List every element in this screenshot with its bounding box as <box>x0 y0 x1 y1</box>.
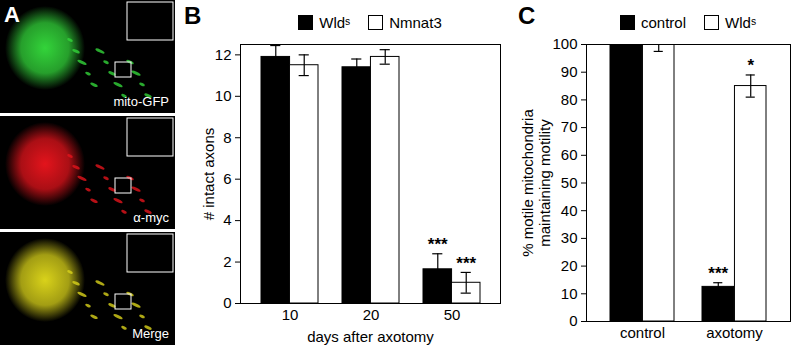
svg-text:mito-GFP: mito-GFP <box>113 94 169 109</box>
svg-text:12: 12 <box>215 46 232 63</box>
svg-text:30: 30 <box>561 229 578 246</box>
svg-text:90: 90 <box>561 63 578 80</box>
svg-text:control: control <box>620 324 665 341</box>
html-text:# intact axons: # intact axons <box>199 127 217 220</box>
html-text:B: B <box>184 2 202 29</box>
html-text:% motile mitochondria maintain: % motile mitochondria maintaining motili… <box>519 108 553 257</box>
svg-text:2: 2 <box>223 253 231 270</box>
svg-text:20: 20 <box>561 257 578 274</box>
html-text:Wldˢ: Wldˢ <box>319 14 351 31</box>
svg-text:100: 100 <box>552 35 577 52</box>
html-text:Wldˢ: Wldˢ <box>725 14 756 31</box>
svg-text:50: 50 <box>444 306 461 323</box>
svg-text:10: 10 <box>561 285 578 302</box>
svg-text:70: 70 <box>561 118 578 135</box>
svg-text:*: * <box>747 56 754 75</box>
svg-text:***: *** <box>428 235 448 254</box>
svg-text:***: *** <box>456 254 476 273</box>
svg-text:axotomy: axotomy <box>706 324 763 341</box>
html-text:C: C <box>518 2 536 29</box>
svg-text:6: 6 <box>223 170 231 187</box>
svg-text:8: 8 <box>223 129 231 146</box>
svg-text:50: 50 <box>561 174 578 191</box>
svg-text:10: 10 <box>215 87 232 104</box>
svg-text:0: 0 <box>569 312 577 329</box>
html-text:Nmnat3: Nmnat3 <box>389 14 442 31</box>
svg-text:10: 10 <box>282 306 299 323</box>
svg-text:40: 40 <box>561 202 578 219</box>
html-text:control: control <box>641 14 686 31</box>
svg-text:days after axotomy: days after axotomy <box>307 328 434 345</box>
svg-text:4: 4 <box>223 211 231 228</box>
svg-text:80: 80 <box>561 91 578 108</box>
svg-text:0: 0 <box>223 294 231 311</box>
svg-text:***: *** <box>708 264 728 283</box>
svg-text:α-myc: α-myc <box>133 210 169 225</box>
svg-text:20: 20 <box>363 306 380 323</box>
svg-text:A: A <box>4 2 20 27</box>
svg-text:60: 60 <box>561 146 578 163</box>
svg-text:Merge: Merge <box>132 326 169 341</box>
